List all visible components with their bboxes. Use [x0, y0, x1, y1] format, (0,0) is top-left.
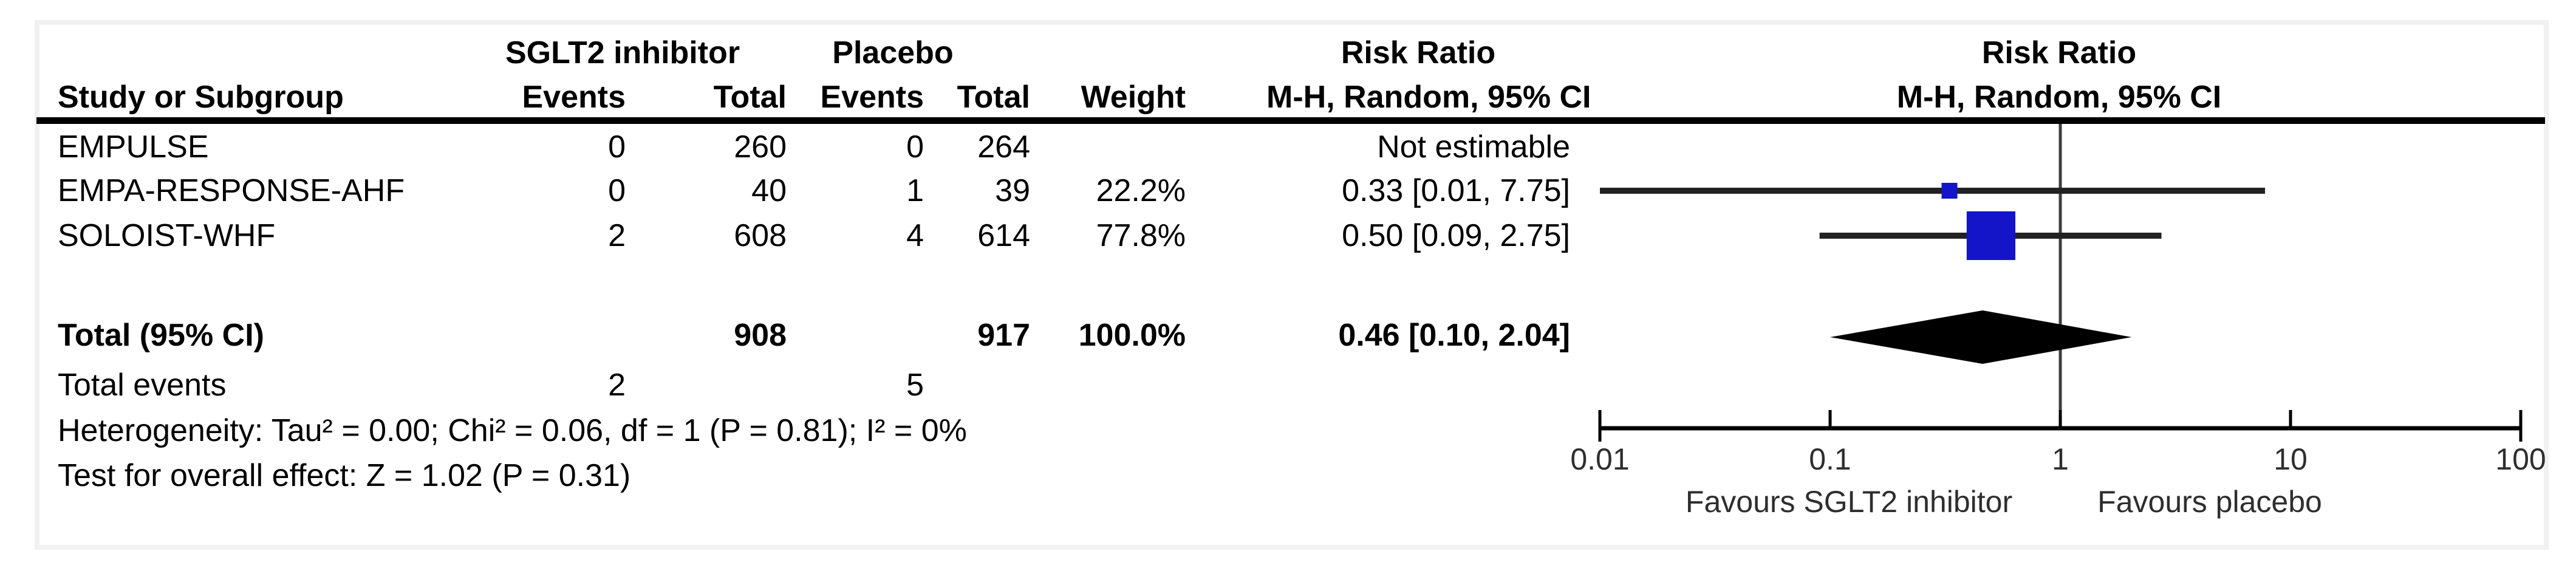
total-risk-ratio-value: 0.46 [0.10, 2.04] — [1338, 318, 1570, 353]
weight: 77.8% — [1096, 218, 1186, 253]
study-name: EMPULSE — [58, 129, 209, 165]
header-group-control: Placebo — [832, 35, 954, 70]
header-tx-total: Total — [713, 80, 787, 115]
header-method-plot-col: M-H, Random, 95% CI — [1896, 80, 2222, 115]
ctrl-total: 39 — [995, 173, 1030, 208]
header-study: Study or Subgroup — [58, 80, 344, 115]
study-name: EMPA-RESPONSE-AHF — [58, 173, 405, 208]
header-risk-ratio-text-col: Risk Ratio — [1341, 35, 1496, 70]
overall-effect-note: Test for overall effect: Z = 1.02 (P = 0… — [58, 458, 631, 493]
axis-tick-label: 1 — [2052, 442, 2069, 476]
study-name: SOLOIST-WHF — [58, 218, 276, 253]
header-rule — [36, 117, 2545, 124]
header-weight: Weight — [1081, 80, 1186, 115]
heterogeneity-note: Heterogeneity: Tau² = 0.00; Chi² = 0.06,… — [58, 413, 967, 448]
total-events-label: Total events — [58, 368, 227, 403]
header-group-treatment: SGLT2 inhibitor — [505, 35, 740, 70]
tx-total: 260 — [734, 129, 787, 165]
tx-events: 0 — [608, 173, 626, 208]
axis-tick-label: 100 — [2495, 442, 2546, 476]
ctrl-total: 264 — [977, 129, 1030, 165]
header-risk-ratio-plot-col: Risk Ratio — [1981, 35, 2137, 70]
total-ctrl-total: 917 — [977, 318, 1030, 353]
ctrl-events: 1 — [906, 173, 924, 208]
header-tx-events: Events — [522, 80, 626, 115]
tx-events: 0 — [608, 129, 626, 165]
risk-ratio-value: 0.33 [0.01, 7.75] — [1342, 173, 1570, 208]
effect-square — [1966, 211, 2015, 261]
ctrl-events: 4 — [906, 218, 924, 253]
effect-square — [1941, 183, 1958, 199]
tx-events: 2 — [608, 218, 626, 253]
axis-tick-label: 10 — [2274, 442, 2308, 476]
header-method-text-col: M-H, Random, 95% CI — [1266, 80, 1591, 115]
total-weight: 100.0% — [1078, 318, 1186, 353]
tx-total: 608 — [734, 218, 787, 253]
total-events-tx: 2 — [608, 368, 626, 403]
total-diamond — [1830, 310, 2132, 364]
total-events-ctrl: 5 — [906, 368, 924, 403]
risk-ratio-value: 0.50 [0.09, 2.75] — [1342, 218, 1570, 253]
ctrl-total: 614 — [977, 218, 1030, 253]
plot-frame — [35, 20, 2549, 550]
tx-total: 40 — [751, 173, 787, 208]
favours-right-label: Favours placebo — [2097, 485, 2322, 519]
header-ctrl-events: Events — [820, 80, 924, 115]
total-label: Total (95% CI) — [58, 318, 264, 353]
total-tx-total: 908 — [734, 318, 787, 353]
axis-tick-label: 0.01 — [1570, 442, 1630, 476]
axis-tick-label: 0.1 — [1809, 442, 1851, 476]
weight: 22.2% — [1096, 173, 1186, 208]
ctrl-events: 0 — [906, 129, 924, 165]
favours-left-label: Favours SGLT2 inhibitor — [1685, 485, 2013, 519]
header-ctrl-total: Total — [957, 80, 1030, 115]
risk-ratio-value: Not estimable — [1377, 129, 1570, 165]
